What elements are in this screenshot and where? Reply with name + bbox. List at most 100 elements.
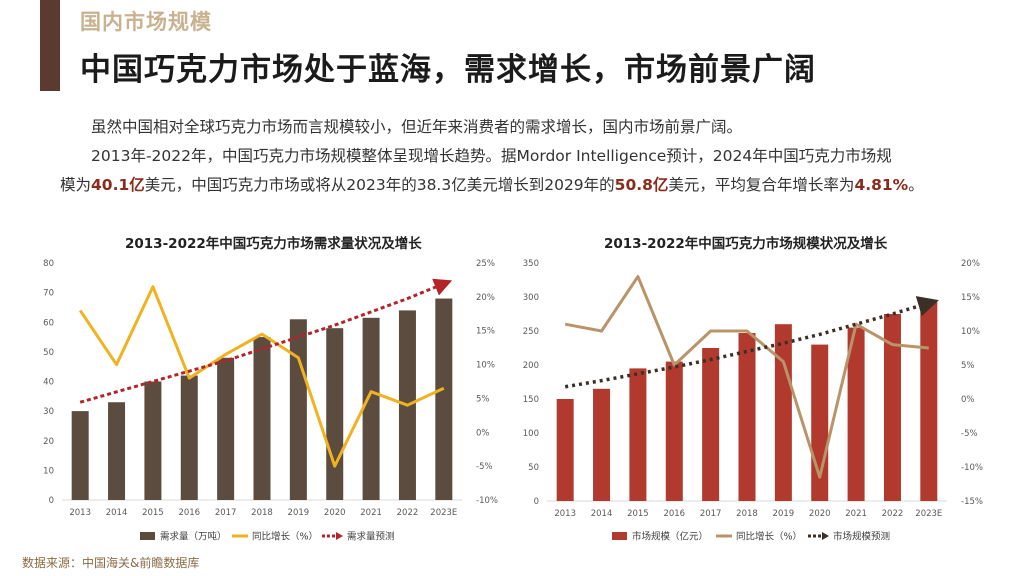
bar <box>702 348 720 501</box>
right-axis-tick-label: -10% <box>961 463 983 473</box>
scale-chart: 0 50 100 150 200 250 300 350 -15% -10% -5% 0% 5% 10% 1… <box>523 259 983 543</box>
x-axis-tick-label: 2016 <box>178 508 200 518</box>
legend-label: 需求量（万吨） <box>160 531 227 543</box>
x-axis-tick-label: 2022 <box>882 509 904 519</box>
scale-chart-title: 2013-2022年中国巧克力市场规模状况及增长 <box>604 236 888 252</box>
body-paragraph-1: 虽然中国相对全球巧克力市场而言规模较小，但近年来消费者的需求增长，国内市场前景广… <box>91 118 743 136</box>
bar <box>883 314 901 501</box>
growth-line <box>78 285 445 468</box>
legend-label: 同比增长（%） <box>736 531 802 543</box>
bar <box>593 388 611 501</box>
x-axis-tick-label: 2013 <box>69 508 91 518</box>
x-axis-tick-label: 2021 <box>845 509 867 519</box>
bar <box>435 298 453 500</box>
bar <box>180 375 198 500</box>
x-axis-tick-label: 2015 <box>627 509 649 519</box>
bar <box>665 361 683 501</box>
highlight-value: 50.8亿 <box>614 176 669 194</box>
right-axis-tick-label: 10% <box>476 361 495 371</box>
body-paragraph-2b: 模为40.1亿美元，中国巧克力市场或将从2023年的38.3亿美元增长到2029… <box>60 171 980 200</box>
bar <box>847 327 865 501</box>
page-title: 中国巧克力市场处于蓝海，需求增长，市场前景广阔 <box>80 52 816 88</box>
left-axis-tick-label: 70 <box>43 289 54 299</box>
left-axis-tick-label: 300 <box>523 293 539 303</box>
bar <box>920 300 938 501</box>
left-axis-tick-label: 40 <box>43 378 54 388</box>
legend-label: 市场规模预测 <box>833 531 890 543</box>
body-text-span: 模为 <box>60 176 92 194</box>
right-axis-tick-label: 25% <box>476 259 495 269</box>
x-axis-tick-label: 2017 <box>215 508 237 518</box>
x-axis-tick-label: 2022 <box>397 508 419 518</box>
right-axis-tick-label: 20% <box>476 293 495 303</box>
left-axis-tick-label: 30 <box>43 407 54 417</box>
x-axis-tick-label: 2021 <box>360 508 382 518</box>
x-axis-tick-label: 2020 <box>809 509 831 519</box>
right-axis-tick-label: 15% <box>476 327 495 337</box>
body-text-span: 美元，中国巧克力市场或将从2023年的38.3亿美元增长到2029年的 <box>144 176 615 194</box>
body-paragraph-2a: 2013年-2022年，中国巧克力市场规模整体呈现增长趋势。据Mordor In… <box>91 147 892 165</box>
left-axis-tick-label: 0 <box>534 497 539 507</box>
right-axis-tick-label: -15% <box>961 497 983 507</box>
right-axis-tick-label: 5% <box>961 361 975 371</box>
sidebar-accent-bar <box>40 0 60 91</box>
left-axis-tick-label: 50 <box>528 463 539 473</box>
bar <box>217 357 235 500</box>
left-axis-tick-label: 60 <box>43 318 54 328</box>
right-axis-tick-label: 0% <box>961 395 975 405</box>
x-axis-tick-label: 2015 <box>142 508 164 518</box>
bar <box>289 319 307 500</box>
x-axis-tick-label: 2019 <box>288 508 310 518</box>
body-text-span: 美元，平均复合年增长率为 <box>668 176 855 194</box>
left-axis-tick-label: 80 <box>43 259 54 269</box>
forecast-trend-line <box>79 278 453 404</box>
x-axis-tick-label: 2019 <box>773 509 795 519</box>
bar <box>253 337 271 500</box>
body-text: 虽然中国相对全球巧克力市场而言规模较小，但近年来消费者的需求增长，国内市场前景广… <box>60 113 980 200</box>
highlight-value: 4.81% <box>854 176 909 194</box>
demand-chart-title: 2013-2022年中国巧克力市场需求量状况及增长 <box>125 236 422 252</box>
left-axis-tick-label: 200 <box>523 361 539 371</box>
right-axis-tick-label: 0% <box>476 428 490 438</box>
legend-swatch-bar <box>612 532 627 540</box>
left-axis-tick-label: 150 <box>523 395 539 405</box>
section-tag: 国内市场规模 <box>80 10 212 34</box>
legend-label: 市场规模（亿元） <box>632 531 708 543</box>
legend-swatch-arrowhead <box>336 532 343 540</box>
right-axis-tick-label: -5% <box>476 462 493 472</box>
bar <box>144 381 162 500</box>
x-axis-tick-label: 2018 <box>251 508 273 518</box>
bar <box>738 333 756 501</box>
bar <box>108 402 126 500</box>
left-axis-tick-label: 20 <box>43 437 54 447</box>
legend-label: 需求量预测 <box>347 531 395 543</box>
x-axis-tick-label: 2023E <box>915 509 942 519</box>
bar <box>774 324 792 501</box>
x-axis-tick-label: 2018 <box>736 509 758 519</box>
legend-label: 同比增长（%） <box>252 531 318 543</box>
left-axis-tick-label: 100 <box>523 429 539 439</box>
x-axis-tick-label: 2014 <box>106 508 128 518</box>
growth-line <box>564 275 929 479</box>
demand-chart: 0 10 20 30 40 50 60 70 80 -10% -5% 0% 5% 10% 15% 20% 25%… <box>43 259 498 543</box>
left-axis-tick-label: 250 <box>523 327 539 337</box>
right-axis-tick-label: 15% <box>961 293 980 303</box>
bar <box>326 328 344 500</box>
highlight-value: 40.1亿 <box>91 176 145 194</box>
x-axis-tick-label: 2017 <box>700 509 722 519</box>
x-axis-tick-label: 2013 <box>554 509 576 519</box>
bar <box>71 411 89 500</box>
bar <box>556 399 574 501</box>
right-axis-tick-label: -5% <box>961 429 978 439</box>
x-axis-tick-label: 2023E <box>430 508 457 518</box>
source-note: 数据来源：中国海关&前瞻数据库 <box>22 556 200 570</box>
right-axis-tick-label: -10% <box>476 496 498 506</box>
forecast-trend-line <box>564 296 939 389</box>
left-axis-tick-label: 350 <box>523 259 539 269</box>
left-axis-tick-label: 50 <box>43 348 54 358</box>
left-axis-tick-label: 10 <box>43 466 54 476</box>
bar <box>629 368 647 501</box>
left-axis-tick-label: 0 <box>49 496 54 506</box>
x-axis-tick-label: 2014 <box>591 509 613 519</box>
